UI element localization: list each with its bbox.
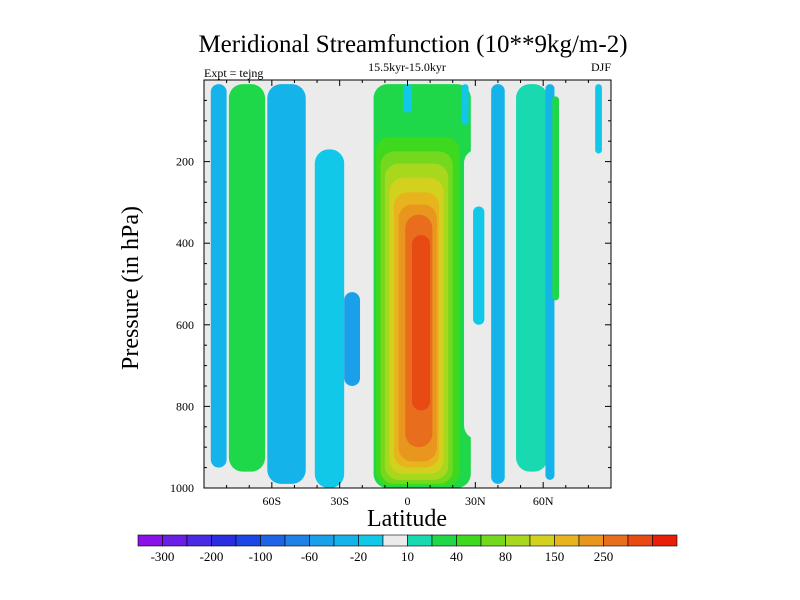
contour-cell-70s-tongue bbox=[228, 84, 266, 472]
y-axis-title: Pressure (in hPa) bbox=[118, 206, 144, 370]
y-tick-label: 400 bbox=[176, 236, 194, 250]
contour-hadley-cell bbox=[373, 84, 471, 488]
contour-cell-0-top-ring bbox=[402, 84, 413, 113]
colorbar-box bbox=[235, 534, 261, 547]
colorbar-label: 250 bbox=[594, 549, 614, 564]
colorbar-box bbox=[309, 534, 335, 547]
colorbar-box bbox=[162, 534, 188, 547]
contour-cell-72n-ring bbox=[563, 84, 580, 391]
axis-ticks: 60S 30S 0 30N 60N 200 400 600 800 1000 bbox=[170, 80, 611, 508]
chart-title: Meridional Streamfunction (10**9kg/m-2) bbox=[198, 31, 627, 58]
colorbar-label: 40 bbox=[450, 549, 463, 564]
right-string: DJF bbox=[591, 60, 611, 74]
x-tick-label: 30N bbox=[465, 494, 486, 508]
y-tick-label: 200 bbox=[176, 155, 194, 169]
colorbar-box bbox=[529, 534, 555, 547]
colorbar-box bbox=[382, 534, 408, 547]
contour-fills bbox=[210, 84, 602, 489]
contour-cell-40n-ring bbox=[491, 84, 505, 484]
y-tick-label: 600 bbox=[176, 318, 194, 332]
colorbar-box bbox=[333, 534, 359, 547]
center-string: 15.5kyr-15.0kyr bbox=[368, 60, 446, 74]
colorbar-box bbox=[407, 534, 433, 547]
contour-cell-55n-tongue bbox=[516, 84, 548, 472]
colorbar-box bbox=[358, 534, 384, 547]
left-string: Expt = tejng bbox=[204, 66, 263, 80]
colorbar-box bbox=[554, 534, 580, 547]
contour-fill bbox=[552, 96, 559, 301]
contour-fill bbox=[563, 84, 580, 391]
colorbar-label: 80 bbox=[499, 549, 512, 564]
contour-fill bbox=[516, 84, 548, 472]
colorbar-box bbox=[652, 534, 678, 547]
x-axis-title: Latitude bbox=[367, 506, 447, 532]
contour-fill bbox=[314, 149, 345, 489]
colorbar-box bbox=[260, 534, 286, 547]
colorbar-label: -300 bbox=[151, 549, 175, 564]
colorbar: -300 -200 -100 -60 -20 10 40 80 150 250 bbox=[137, 534, 678, 564]
colorbar-box bbox=[284, 534, 310, 547]
colorbar-box bbox=[211, 534, 237, 547]
x-tick-label: 60S bbox=[262, 494, 281, 508]
colorbar-box bbox=[480, 534, 506, 547]
colorbar-box bbox=[137, 534, 163, 547]
contour-fill bbox=[595, 84, 602, 154]
colorbar-box bbox=[456, 534, 482, 547]
contour-fill bbox=[228, 84, 266, 472]
x-tick-label: 0 bbox=[405, 494, 411, 508]
contour-cell-26s-ring bbox=[344, 292, 361, 386]
y-tick-label: 800 bbox=[176, 399, 194, 413]
colorbar-label: -20 bbox=[350, 549, 367, 564]
colorbar-label: -60 bbox=[301, 549, 318, 564]
colorbar-label: -100 bbox=[249, 549, 273, 564]
colorbar-label: 150 bbox=[545, 549, 565, 564]
contour-cell-65n-sliver bbox=[552, 96, 559, 301]
contour-fill bbox=[267, 84, 306, 484]
contour-cell-55s-ring bbox=[267, 84, 306, 484]
colorbar-box bbox=[603, 534, 629, 547]
contour-fill bbox=[344, 292, 361, 386]
colorbar-box bbox=[186, 534, 212, 547]
x-tick-label: 30S bbox=[330, 494, 349, 508]
contour-cell-84n-ring bbox=[595, 84, 602, 154]
colorbar-box bbox=[578, 534, 604, 547]
contour-fill bbox=[473, 206, 485, 325]
colorbar-box bbox=[431, 534, 457, 547]
contour-fill bbox=[210, 84, 227, 468]
colorbar-label: 10 bbox=[401, 549, 414, 564]
contour-fill bbox=[412, 235, 431, 411]
colorbar-box bbox=[505, 534, 531, 547]
colorbar-label: -200 bbox=[200, 549, 224, 564]
contour-cell-25n-top-ring bbox=[461, 84, 469, 125]
contour-cell-38s-ring bbox=[314, 149, 345, 489]
contour-fill bbox=[402, 84, 413, 113]
contour-cell-84s-ring bbox=[210, 84, 227, 468]
contour-fill bbox=[461, 84, 469, 125]
y-tick-label: 1000 bbox=[170, 481, 194, 495]
plot-frame bbox=[203, 79, 612, 489]
x-tick-label: 60N bbox=[533, 494, 554, 508]
contour-fill bbox=[491, 84, 505, 484]
colorbar-box bbox=[627, 534, 653, 547]
contour-cell-32n-ring bbox=[464, 149, 492, 440]
